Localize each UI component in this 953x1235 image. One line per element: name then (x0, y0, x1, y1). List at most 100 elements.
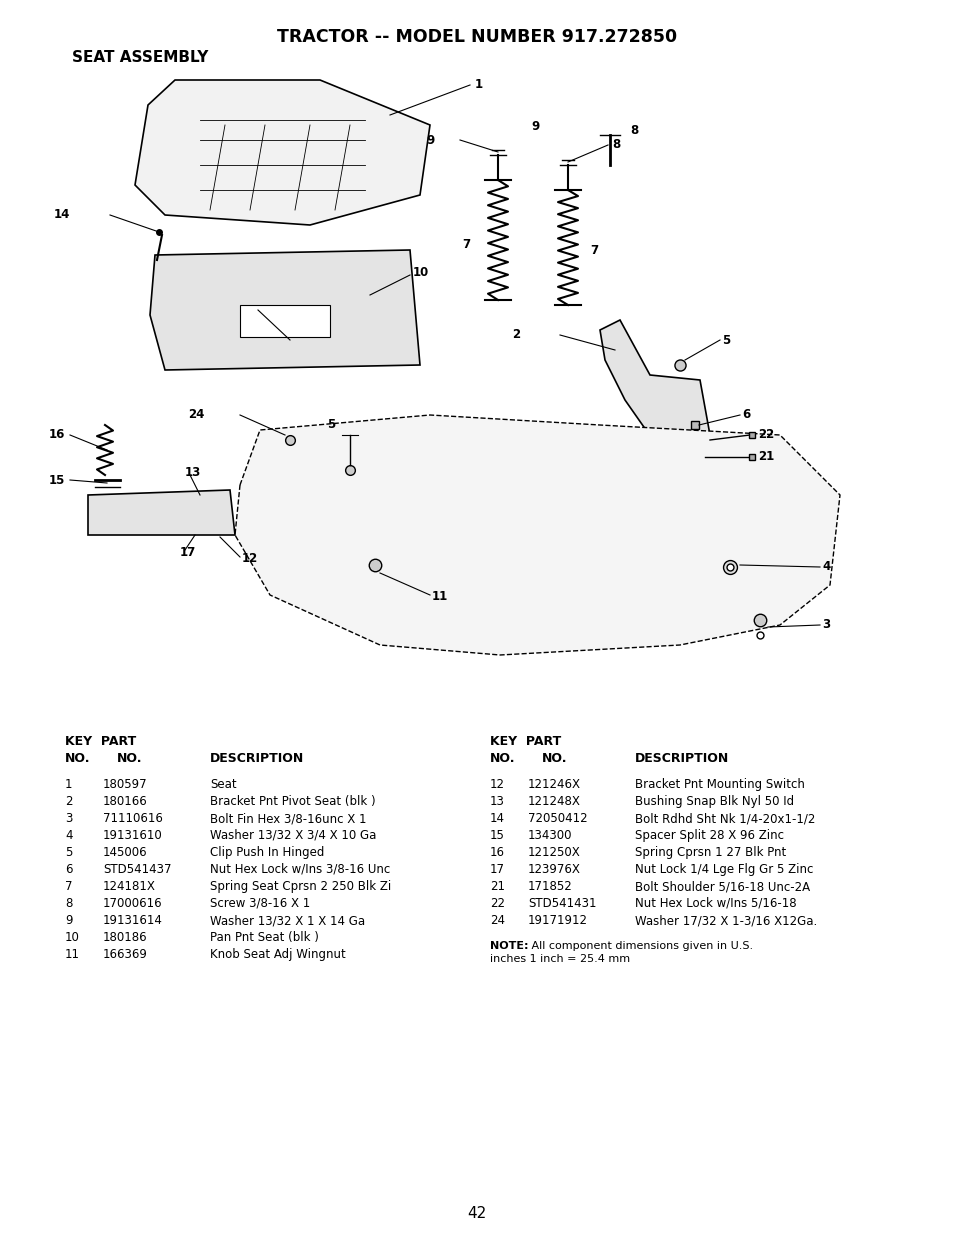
Text: NO.: NO. (65, 752, 91, 764)
Text: 22: 22 (758, 429, 774, 441)
Text: 8: 8 (612, 138, 619, 152)
Text: DESCRIPTION: DESCRIPTION (210, 752, 304, 764)
Text: 9: 9 (426, 133, 435, 147)
Text: 121248X: 121248X (527, 795, 580, 808)
Text: 10: 10 (413, 267, 429, 279)
Text: Washer 13/32 X 1 X 14 Ga: Washer 13/32 X 1 X 14 Ga (210, 914, 365, 927)
Text: 5: 5 (65, 846, 72, 860)
Text: Bolt Shoulder 5/16-18 Unc-2A: Bolt Shoulder 5/16-18 Unc-2A (635, 881, 809, 893)
Text: Bracket Pnt Mounting Switch: Bracket Pnt Mounting Switch (635, 778, 804, 790)
Text: All component dimensions given in U.S.: All component dimensions given in U.S. (527, 941, 752, 951)
Text: Spring Seat Cprsn 2 250 Blk Zi: Spring Seat Cprsn 2 250 Blk Zi (210, 881, 391, 893)
Text: 1: 1 (475, 79, 482, 91)
Text: 12: 12 (242, 552, 258, 566)
Text: 123976X: 123976X (527, 863, 580, 876)
Text: 8: 8 (65, 897, 72, 910)
Text: 12: 12 (490, 778, 504, 790)
Text: 16: 16 (49, 429, 65, 441)
Text: Bolt Fin Hex 3/8-16unc X 1: Bolt Fin Hex 3/8-16unc X 1 (210, 811, 366, 825)
Text: Seat: Seat (210, 778, 236, 790)
Text: 8: 8 (629, 124, 638, 137)
Text: 4: 4 (821, 561, 829, 573)
Text: 121246X: 121246X (527, 778, 580, 790)
Text: 124181X: 124181X (103, 881, 155, 893)
Text: 121250X: 121250X (527, 846, 580, 860)
Text: 1: 1 (65, 778, 72, 790)
Text: 9: 9 (531, 121, 539, 133)
Text: 17: 17 (490, 863, 504, 876)
Text: Spacer Split 28 X 96 Zinc: Spacer Split 28 X 96 Zinc (635, 829, 783, 842)
Text: 5: 5 (721, 333, 729, 347)
Polygon shape (234, 415, 840, 655)
Text: 134300: 134300 (527, 829, 572, 842)
Text: Nut Hex Lock w/Ins 3/8-16 Unc: Nut Hex Lock w/Ins 3/8-16 Unc (210, 863, 390, 876)
Text: STD541437: STD541437 (103, 863, 172, 876)
Text: 7: 7 (589, 243, 598, 257)
Text: 17000616: 17000616 (103, 897, 162, 910)
Text: 24: 24 (189, 409, 205, 421)
Text: KEY  PART: KEY PART (65, 735, 136, 748)
Polygon shape (150, 249, 419, 370)
Text: STD541431: STD541431 (527, 897, 596, 910)
Text: 21: 21 (490, 881, 504, 893)
Text: 11: 11 (65, 948, 80, 961)
Text: 6: 6 (741, 409, 749, 421)
Text: 2: 2 (512, 329, 519, 342)
Text: 42: 42 (467, 1205, 486, 1220)
Text: 166369: 166369 (103, 948, 148, 961)
Text: 17: 17 (180, 547, 196, 559)
Text: 9: 9 (65, 914, 72, 927)
Text: Pan Pnt Seat (blk ): Pan Pnt Seat (blk ) (210, 931, 318, 944)
Polygon shape (599, 320, 709, 450)
Text: NO.: NO. (117, 752, 142, 764)
Text: Nut Hex Lock w/Ins 5/16-18: Nut Hex Lock w/Ins 5/16-18 (635, 897, 796, 910)
Text: Clip Push In Hinged: Clip Push In Hinged (210, 846, 324, 860)
Text: 21: 21 (758, 451, 774, 463)
Polygon shape (135, 80, 430, 225)
Bar (240, 305, 330, 337)
Polygon shape (88, 490, 234, 535)
Text: 4: 4 (65, 829, 72, 842)
Text: SEAT ASSEMBLY: SEAT ASSEMBLY (71, 49, 208, 64)
Text: inches 1 inch = 25.4 mm: inches 1 inch = 25.4 mm (490, 953, 630, 965)
Text: Bracket Pnt Pivot Seat (blk ): Bracket Pnt Pivot Seat (blk ) (210, 795, 375, 808)
Text: 6: 6 (65, 863, 72, 876)
Text: Nut Lock 1/4 Lge Flg Gr 5 Zinc: Nut Lock 1/4 Lge Flg Gr 5 Zinc (635, 863, 813, 876)
Text: 180186: 180186 (103, 931, 148, 944)
Text: Washer 17/32 X 1-3/16 X12Ga.: Washer 17/32 X 1-3/16 X12Ga. (635, 914, 817, 927)
Text: 24: 24 (490, 914, 504, 927)
Text: 14: 14 (490, 811, 504, 825)
Text: 3: 3 (821, 619, 829, 631)
Text: NOTE:: NOTE: (490, 941, 528, 951)
Text: 5: 5 (327, 419, 335, 431)
Text: 171852: 171852 (527, 881, 572, 893)
Text: NO.: NO. (541, 752, 567, 764)
Text: 19131610: 19131610 (103, 829, 163, 842)
Text: Screw 3/8-16 X 1: Screw 3/8-16 X 1 (210, 897, 310, 910)
Text: 180597: 180597 (103, 778, 148, 790)
Text: KEY  PART: KEY PART (490, 735, 560, 748)
Text: 16: 16 (490, 846, 504, 860)
Text: 13: 13 (490, 795, 504, 808)
Text: 13: 13 (185, 467, 201, 479)
Text: TRACTOR -- MODEL NUMBER 917.272850: TRACTOR -- MODEL NUMBER 917.272850 (276, 28, 677, 46)
Text: Spring Cprsn 1 27 Blk Pnt: Spring Cprsn 1 27 Blk Pnt (635, 846, 785, 860)
Text: 7: 7 (65, 881, 72, 893)
Text: 71110616: 71110616 (103, 811, 163, 825)
Text: 15: 15 (490, 829, 504, 842)
Text: 22: 22 (490, 897, 504, 910)
Text: NO.: NO. (490, 752, 515, 764)
Text: 3: 3 (65, 811, 72, 825)
Text: 10: 10 (65, 931, 80, 944)
Text: Knob Seat Adj Wingnut: Knob Seat Adj Wingnut (210, 948, 345, 961)
Text: 2: 2 (65, 795, 72, 808)
Text: Washer 13/32 X 3/4 X 10 Ga: Washer 13/32 X 3/4 X 10 Ga (210, 829, 376, 842)
Text: 145006: 145006 (103, 846, 148, 860)
Text: 19131614: 19131614 (103, 914, 163, 927)
Text: DESCRIPTION: DESCRIPTION (635, 752, 728, 764)
Text: Bushing Snap Blk Nyl 50 Id: Bushing Snap Blk Nyl 50 Id (635, 795, 793, 808)
Text: 15: 15 (49, 473, 65, 487)
Text: Bolt Rdhd Sht Nk 1/4-20x1-1/2: Bolt Rdhd Sht Nk 1/4-20x1-1/2 (635, 811, 815, 825)
Text: 11: 11 (432, 590, 448, 604)
Text: 7: 7 (461, 238, 470, 252)
